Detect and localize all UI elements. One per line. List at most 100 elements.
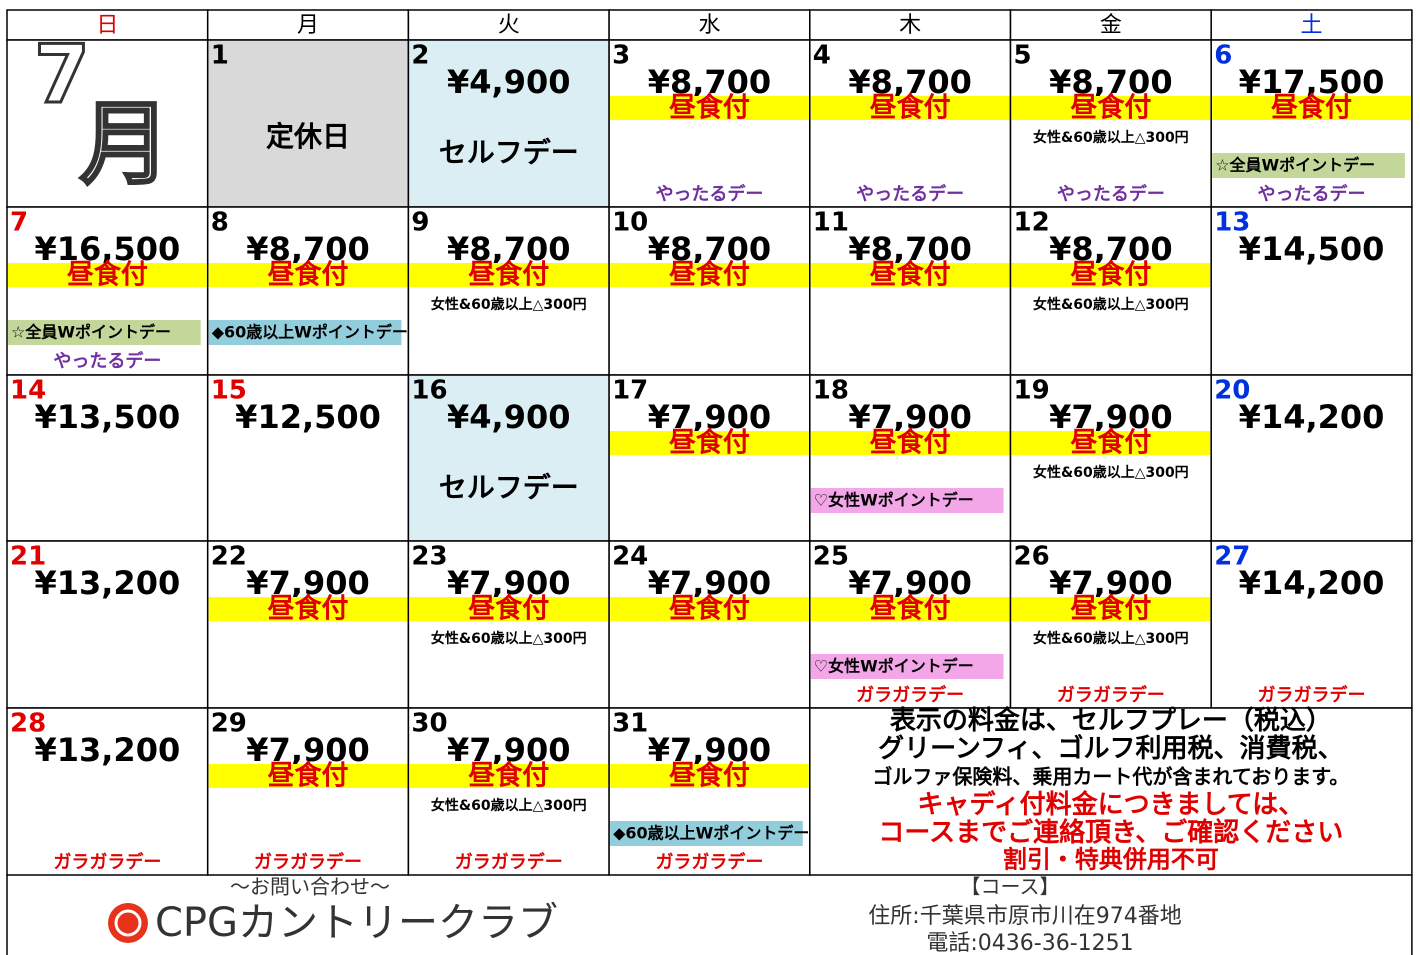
price: ¥8,700 [1049,63,1172,101]
price: ¥17,500 [1239,63,1385,101]
weekday: 月 [297,13,319,38]
weekday: 土 [1301,13,1323,38]
day-number: 7 [10,208,28,238]
notice-line: 割引・特典併用不可 [1003,845,1219,874]
lunch: 昼食付 [1070,259,1151,291]
note: 女性&60歳以上△300円 [1033,296,1189,313]
lunch: 昼食付 [1070,593,1151,625]
weekday: 日 [96,13,118,38]
lunch: 昼食付 [669,92,750,124]
lunch: 昼食付 [1070,92,1151,124]
price: ¥7,900 [1049,564,1172,602]
lunch: 昼食付 [67,259,148,291]
special: ♡女性Wポイントデー [814,491,974,510]
event: ガラガラデー [254,851,362,873]
lunch: 昼食付 [669,427,750,459]
price: ¥8,700 [246,230,369,268]
note: 女性&60歳以上△300円 [431,797,587,814]
lunch-bar [810,431,1010,455]
lunch: 昼食付 [468,593,549,625]
day-number: 29 [211,709,247,739]
day-cell [809,206,1012,376]
day-cell [1210,540,1413,709]
lunch-bar [409,764,609,788]
price: ¥4,900 [447,398,570,436]
weekday: 水 [698,13,720,38]
lunch-bar [409,263,609,287]
event: ガラガラデー [1258,684,1366,706]
lunch: 昼食付 [268,593,349,625]
price: ¥8,700 [848,63,971,101]
day-cell [1210,206,1413,376]
lunch: 昼食付 [870,593,951,625]
special-bar [810,488,1004,513]
notice-line: ゴルファ保険料、乗用カート代が含まれております。 [872,765,1349,789]
day-number: 4 [813,41,831,71]
note: 女性&60歳以上△300円 [431,630,587,647]
address: 住所:千葉県市原市川在974番地 [868,904,1181,929]
lunch: 昼食付 [1271,92,1352,124]
day-cell [206,707,410,876]
day-number: 6 [1214,41,1232,71]
lunch-bar [1011,597,1211,621]
event: やったるデー [1258,183,1366,205]
day-number: 11 [813,208,849,238]
price: ¥13,200 [34,564,180,602]
club-logo-mark [108,903,148,943]
day-cell [407,39,610,208]
day-cell [1210,39,1413,208]
day-cell [407,374,610,542]
weekday-cell [6,9,209,41]
note: 女性&60歳以上△300円 [431,296,587,313]
price: ¥8,700 [648,230,771,268]
day-label: セルフデー [439,136,579,169]
weekday: 金 [1100,13,1122,38]
price: ¥7,900 [447,731,570,769]
day-number: 15 [211,376,247,406]
day-number: 13 [1214,208,1250,238]
lunch: 昼食付 [268,259,349,291]
lunch: 昼食付 [669,593,750,625]
course-label: 【コース】 [961,875,1060,899]
lunch-bar [208,764,408,788]
price: ¥13,200 [34,731,180,769]
day-cell [809,540,1012,709]
day-cell [407,206,610,376]
day-number: 25 [813,542,849,572]
price: ¥7,900 [648,564,771,602]
price: ¥4,900 [447,63,570,101]
price: ¥8,700 [848,230,971,268]
weekday: 木 [899,13,921,38]
special: ◆60歳以上Wポイントデー [212,323,408,342]
day-label: 定休日 [266,120,350,153]
day-cell [6,707,209,876]
logo-number: 7 [34,28,90,121]
lunch-bar [610,764,809,788]
day-number: 31 [612,709,648,739]
day-cell [1009,39,1212,208]
lunch-bar [610,597,809,621]
note: 女性&60歳以上△300円 [1033,630,1189,647]
price: ¥12,500 [235,398,381,436]
day-cell [206,39,410,208]
notice-cell [809,707,1413,876]
day-cell [1009,206,1212,376]
price: ¥7,900 [848,564,971,602]
price: ¥13,500 [34,398,180,436]
day-number: 26 [1014,542,1050,572]
special-bar [1212,153,1405,178]
day-number: 24 [612,542,648,572]
day-number: 2 [411,41,429,71]
day-number: 27 [1214,542,1250,572]
lunch-bar [810,263,1010,287]
day-number: 28 [10,709,46,739]
price: ¥14,500 [1239,230,1385,268]
price: ¥7,900 [246,731,369,769]
weekday-cell [809,9,1012,41]
day-cell [809,374,1012,542]
club-name: CPGカントリークラブ [155,900,558,946]
day-number: 21 [10,542,46,572]
weekday-cell [1210,9,1413,41]
day-number: 5 [1014,41,1032,71]
lunch: 昼食付 [669,259,750,291]
